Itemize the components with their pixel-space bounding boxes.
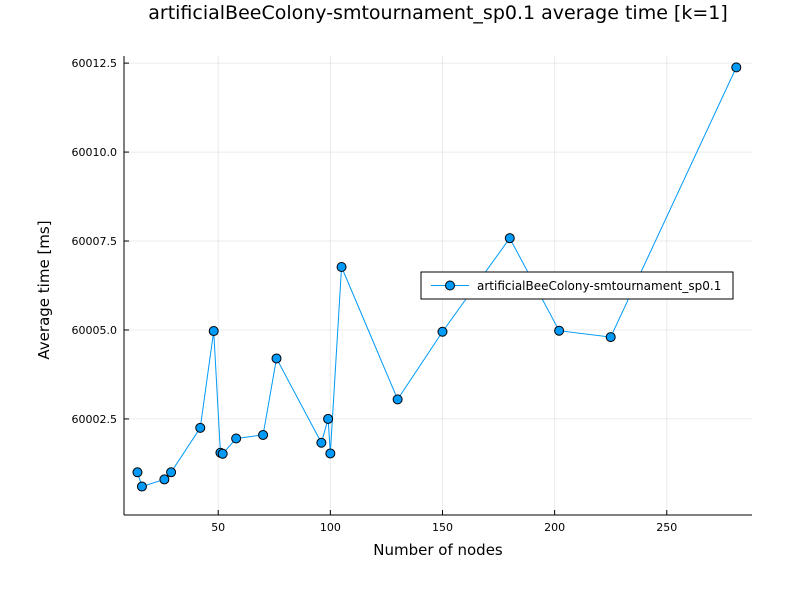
legend-label: artificialBeeColony-smtournament_sp0.1: [477, 279, 721, 293]
data-point: [323, 413, 334, 424]
y-tick-label: 60007.5: [72, 235, 118, 248]
x-axis-label: Number of nodes: [373, 541, 503, 559]
series-group: [132, 62, 742, 492]
data-point: [316, 437, 327, 448]
y-tick-label: 60005.0: [72, 324, 118, 337]
data-point: [208, 326, 219, 337]
data-point: [217, 448, 228, 459]
data-point: [392, 394, 403, 405]
data-point: [271, 353, 282, 364]
y-axis-label: Average time [ms]: [35, 220, 53, 359]
legend-marker: [445, 280, 455, 291]
chart-title: artificialBeeColony-smtournament_sp0.1 a…: [148, 2, 728, 24]
data-point: [166, 467, 177, 478]
data-point: [258, 429, 269, 440]
data-point: [325, 448, 336, 459]
legend-box: [420, 271, 734, 300]
data-point: [132, 467, 143, 478]
data-point: [136, 481, 147, 492]
x-tick-label: 50: [211, 521, 225, 534]
data-point: [731, 62, 742, 73]
y-ticks: 60002.5 60005.0 60007.5 60010.0 60012.5: [72, 57, 129, 426]
x-tick-label: 150: [432, 521, 453, 534]
x-tick-label: 100: [320, 521, 341, 534]
data-point: [336, 261, 347, 272]
x-tick-label: 250: [656, 521, 677, 534]
data-point: [437, 326, 448, 337]
data-point: [195, 422, 206, 433]
data-point: [159, 474, 170, 485]
x-ticks: 50 100 150 200 250: [211, 510, 677, 534]
x-tick-label: 200: [544, 521, 565, 534]
y-tick-label: 60012.5: [72, 57, 118, 70]
data-point: [231, 433, 242, 444]
data-point: [504, 233, 515, 244]
legend: artificialBeeColony-smtournament_sp0.1: [420, 271, 734, 300]
data-point: [605, 332, 616, 343]
y-tick-label: 60010.0: [72, 146, 118, 159]
data-point: [554, 325, 565, 336]
y-tick-label: 60002.5: [72, 413, 118, 426]
